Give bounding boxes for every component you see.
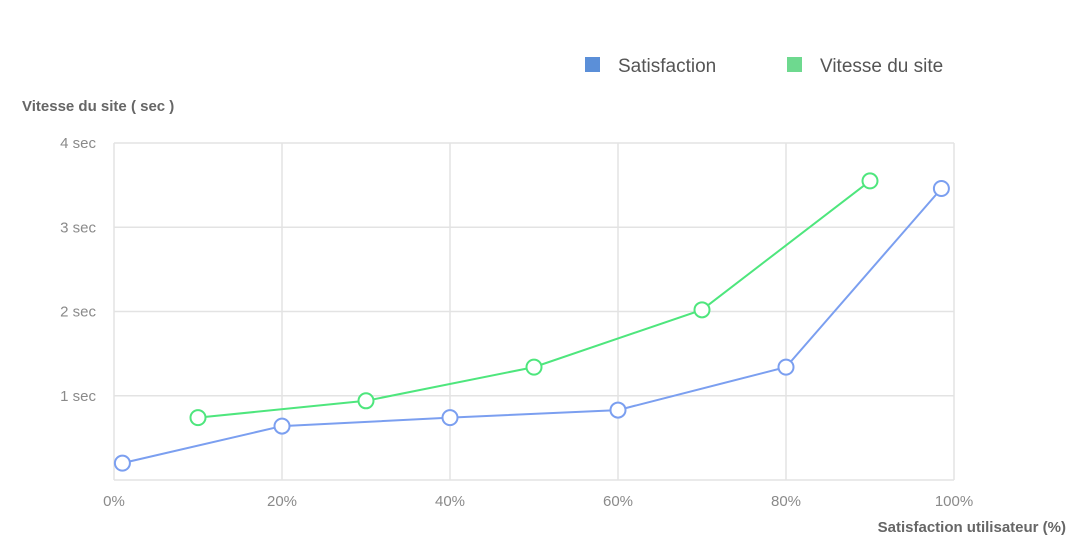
x-tick-label: 80% xyxy=(771,493,801,510)
x-tick-label: 100% xyxy=(935,493,973,510)
data-point xyxy=(441,409,459,427)
data-point xyxy=(273,417,291,435)
axes: 0% 20% 40% 60% 80% 100% 1 sec 2 sec 3 sec 4 sec xyxy=(60,135,973,510)
x-tick-label: 60% xyxy=(603,493,633,510)
x-tick-label: 40% xyxy=(435,493,465,510)
data-point xyxy=(861,172,879,190)
y-tick-label: 4 sec xyxy=(60,135,96,152)
legend-swatch xyxy=(787,57,802,72)
data-point xyxy=(693,301,711,319)
series-line-2 xyxy=(197,180,871,419)
data-point xyxy=(932,179,950,197)
data-point xyxy=(189,409,207,427)
legend-swatch xyxy=(585,57,600,72)
data-point xyxy=(777,358,795,376)
data-point xyxy=(525,358,543,376)
series-group xyxy=(113,172,950,472)
y-tick-label: 1 sec xyxy=(60,388,96,405)
legend-label: Vitesse du site xyxy=(820,56,943,77)
y-tick-label: 3 sec xyxy=(60,219,96,236)
y-tick-label: 2 sec xyxy=(60,304,96,321)
legend-label: Satisfaction xyxy=(618,56,716,77)
x-tick-label: 0% xyxy=(103,493,125,510)
data-point xyxy=(113,454,131,472)
x-tick-label: 20% xyxy=(267,493,297,510)
data-point xyxy=(357,392,375,410)
legend: Satisfaction Vitesse du site xyxy=(585,56,943,77)
data-point xyxy=(609,401,627,419)
grid xyxy=(113,142,955,481)
series-line-1 xyxy=(122,187,943,465)
x-axis-title: Satisfaction utilisateur (%) xyxy=(878,519,1066,536)
y-axis-title: Vitesse du site ( sec ) xyxy=(22,98,174,115)
